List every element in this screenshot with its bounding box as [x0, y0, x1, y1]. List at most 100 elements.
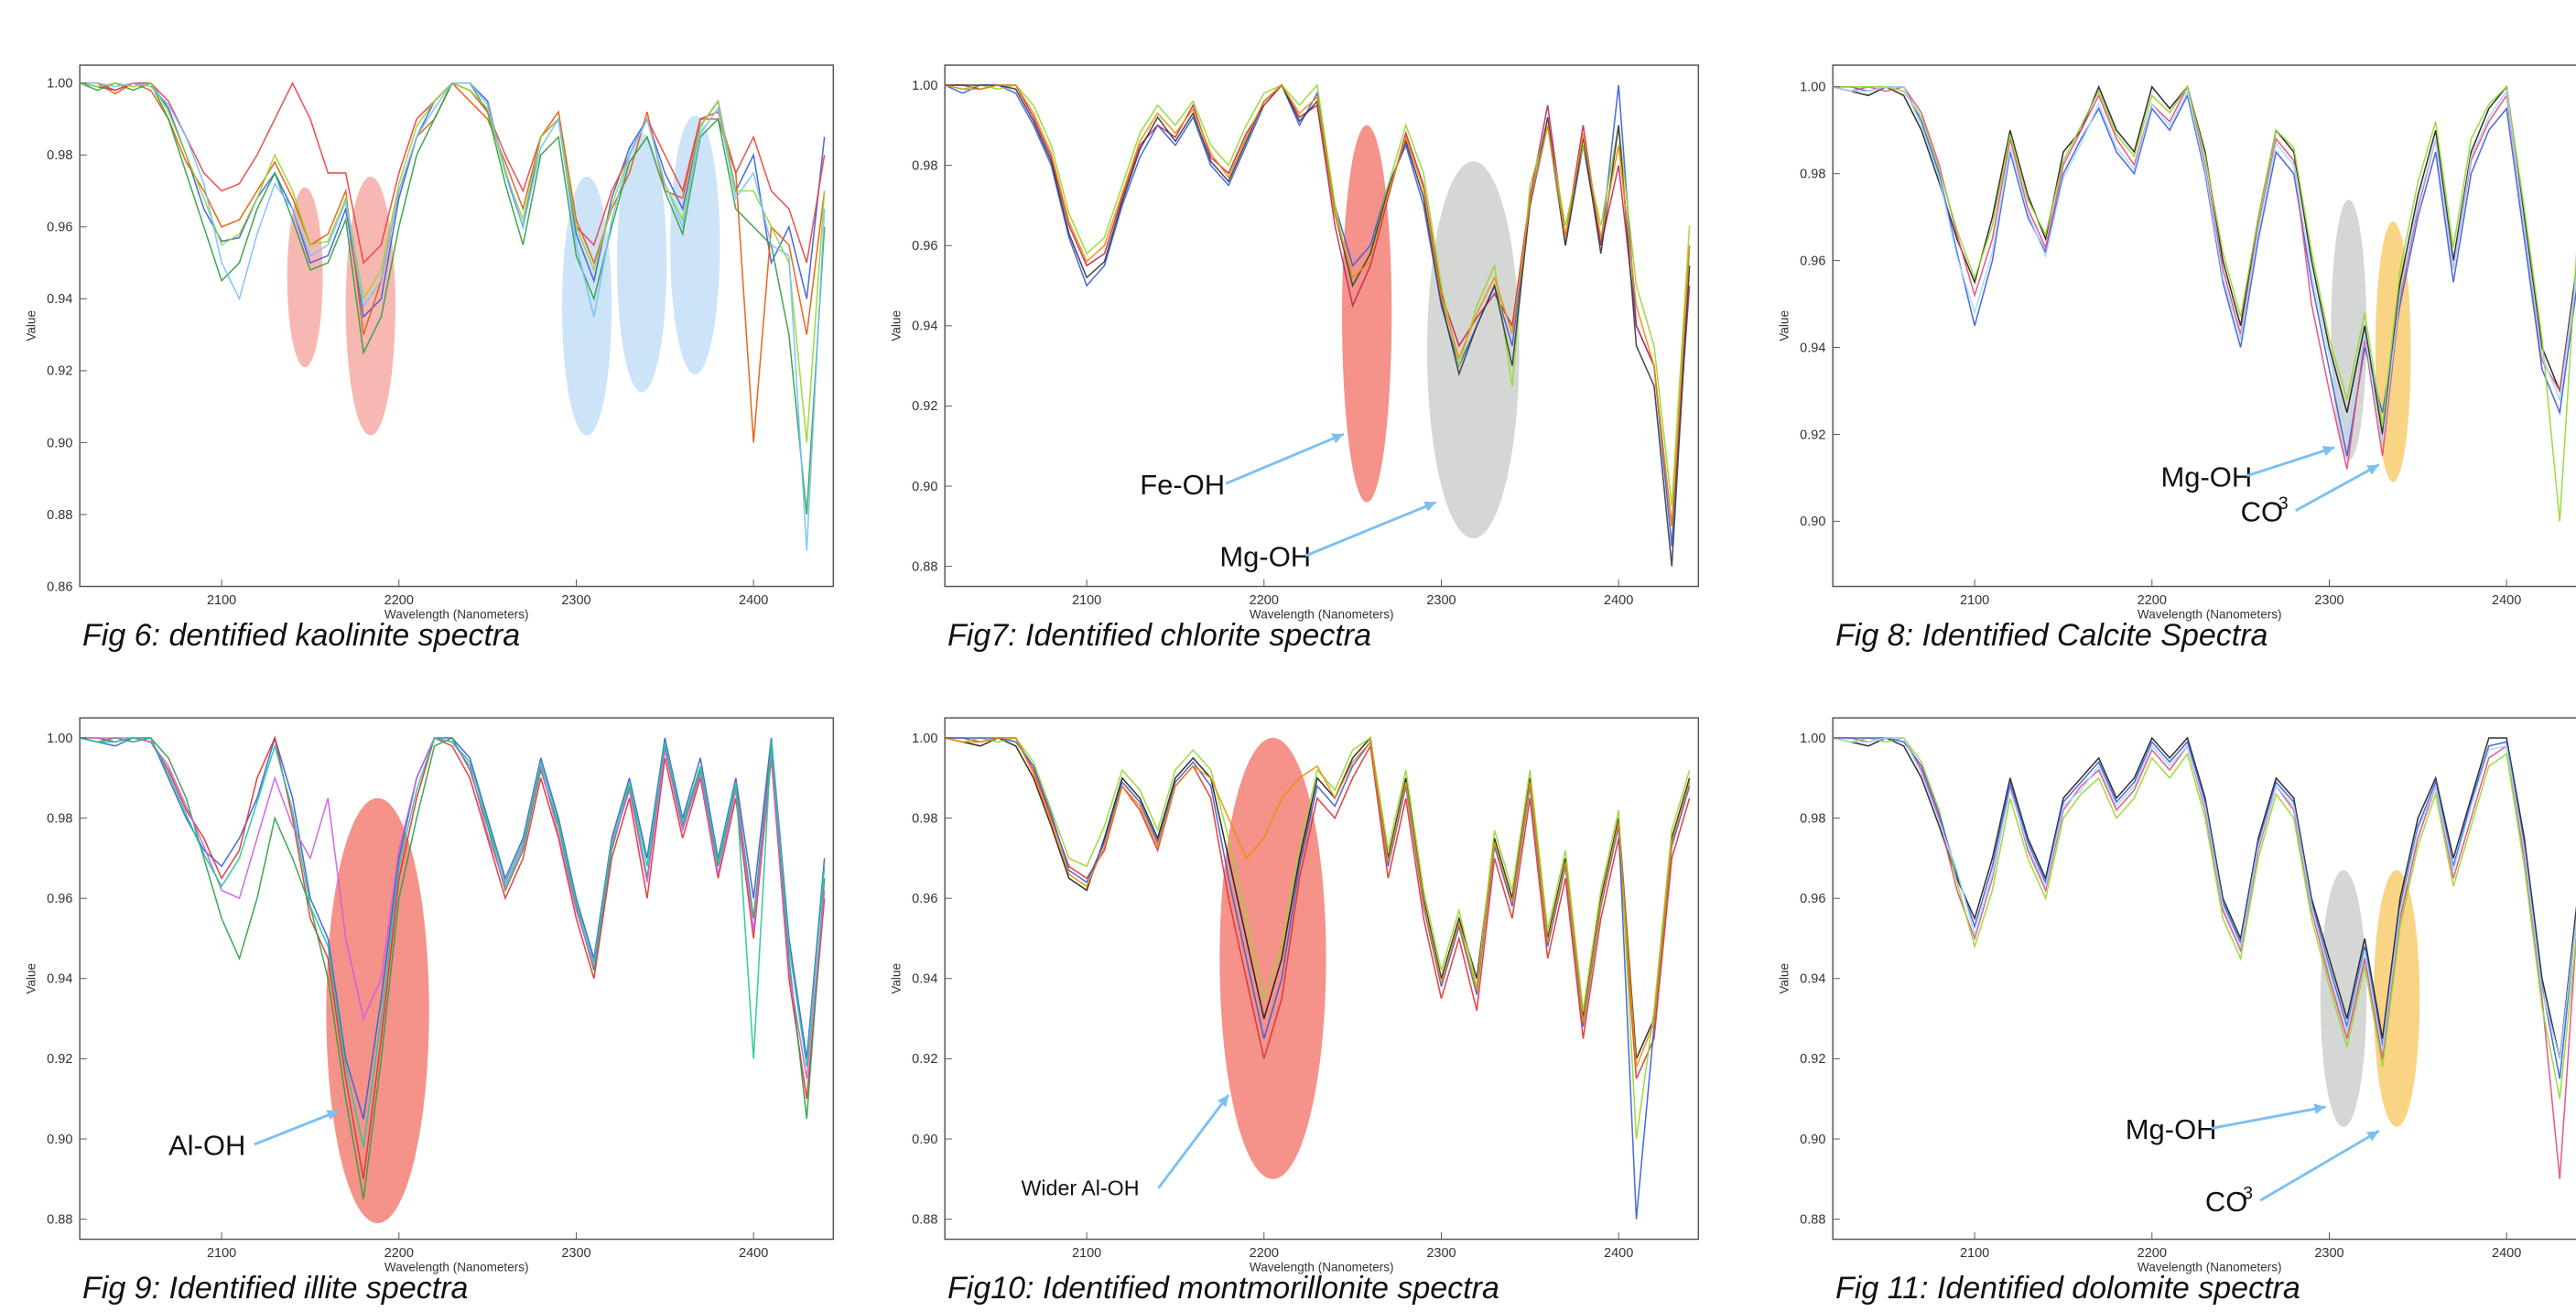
y-axis-label: Value	[890, 310, 904, 342]
y-tick-label: 0.96	[1800, 892, 1825, 906]
spectrum-line	[945, 737, 1691, 1079]
figure-caption: Fig 6: dentified kaolinite spectra	[82, 618, 521, 653]
annotation-arrowhead	[2366, 1131, 2379, 1142]
chart-panel: 2100 2200 2300 2400 0.88 0.90 0.92 0.94 0.96 0.98…	[1753, 671, 2576, 1312]
y-tick-label: 0.92	[47, 1052, 72, 1067]
figure-caption: Fig10: Identified montmorillonite spectr…	[947, 1271, 1499, 1306]
annotation-arrow	[254, 1110, 340, 1146]
annotation-arrowhead	[1331, 433, 1344, 444]
chart-panel: 2100 2200 2300 2400 0.86 0.88 0.90 0.92 0.94 0.96…	[0, 18, 842, 659]
x-axis-label: Wavelength (Nanometers)	[1250, 607, 1394, 621]
y-tick-label: 0.98	[47, 811, 72, 826]
figure-caption: Fig 8: Identified Calcite Spectra	[1835, 618, 2268, 653]
y-axis-label: Value	[25, 310, 38, 342]
y-tick-label: 1.00	[1800, 81, 1825, 95]
x-tick-label: 2400	[2492, 1246, 2521, 1261]
y-tick-label: 0.98	[912, 811, 937, 826]
y-tick-label: 0.94	[912, 972, 937, 987]
y-tick-label: 0.90	[47, 436, 72, 450]
y-tick-label: 1.00	[47, 77, 72, 92]
chart-panel: 2100 2200 2300 2400 0.88 0.90 0.92 0.94 0.96 0.98…	[865, 18, 1707, 659]
y-tick-label: 0.92	[1800, 428, 1825, 442]
annotation-arrowhead	[326, 1110, 339, 1121]
x-tick-label: 2200	[1250, 1246, 1279, 1261]
figure-caption: Fig 9: Identified illite spectra	[82, 1271, 469, 1306]
x-axis-label: Wavelength (Nanometers)	[384, 607, 529, 621]
y-tick-label: 0.96	[47, 221, 72, 235]
x-axis-label: Wavelength (Nanometers)	[1250, 1260, 1394, 1274]
absorption-highlight	[345, 176, 395, 436]
spectrum-line	[944, 736, 1691, 1059]
x-tick-label: 2100	[207, 593, 236, 608]
y-tick-label: 0.88	[912, 559, 937, 574]
y-tick-label: 0.98	[912, 158, 937, 173]
annotation-arrowhead	[1423, 501, 1436, 512]
chart-panel: 2100 2200 2300 2400 0.90 0.92 0.94 0.96 0.98 1.00…	[1753, 18, 2576, 659]
absorption-highlight	[617, 133, 667, 393]
spectrum-line	[80, 81, 826, 551]
x-tick-label: 2100	[207, 1246, 236, 1261]
x-axis-label: Wavelength (Nanometers)	[2138, 607, 2282, 621]
plot-area	[944, 64, 1700, 588]
y-tick-label: 0.90	[47, 1133, 72, 1147]
x-tick-label: 2200	[2138, 1246, 2167, 1261]
x-tick-label: 2100	[1960, 1246, 1989, 1261]
annotation-label: Mg-OH	[2160, 461, 2252, 493]
annotation-arrowhead	[2322, 445, 2335, 457]
absorption-highlight	[2373, 870, 2420, 1127]
y-tick-label: 0.96	[47, 892, 72, 906]
y-tick-label: 0.90	[912, 480, 937, 494]
spectrum-line	[944, 737, 1691, 1068]
annotation-label: Fe-OH	[1140, 469, 1225, 501]
absorption-highlight	[1426, 161, 1520, 538]
y-tick-label: 0.98	[1800, 168, 1825, 182]
y-tick-label: 0.92	[912, 399, 937, 414]
x-tick-label: 2100	[1960, 593, 1989, 608]
spectra-chart: 2100 2200 2300 2400 0.88 0.90 0.92 0.94 0.96 0.98…	[890, 717, 1700, 1274]
annotation-arrow	[2294, 463, 2380, 512]
spectrum-line	[944, 83, 1691, 506]
annotation-arrow	[1225, 432, 1345, 485]
y-tick-label: 0.90	[912, 1133, 937, 1147]
annotation-arrow	[2246, 446, 2335, 478]
annotation-arrow	[1304, 501, 1437, 558]
figure-caption: Fig7: Identified chlorite spectra	[947, 618, 1372, 653]
annotation-arrowhead	[1218, 1094, 1229, 1108]
annotation-label: CO	[2241, 495, 2283, 527]
spectra-chart: 2100 2200 2300 2400 0.88 0.90 0.92 0.94 0.96 0.98…	[1778, 717, 2576, 1274]
spectrum-line	[1833, 84, 2576, 522]
y-tick-label: 0.96	[1800, 254, 1825, 268]
x-tick-label: 2100	[1072, 593, 1101, 608]
y-tick-label: 0.98	[47, 148, 72, 163]
y-tick-label: 0.90	[1800, 1133, 1825, 1147]
x-tick-label: 2400	[1604, 1246, 1633, 1261]
y-tick-label: 1.00	[47, 732, 72, 746]
y-tick-label: 0.92	[47, 364, 72, 379]
x-tick-label: 2100	[1072, 1246, 1101, 1261]
y-tick-label: 0.88	[47, 508, 72, 523]
y-tick-label: 1.00	[912, 79, 937, 93]
y-tick-label: 0.96	[912, 239, 937, 254]
y-tick-label: 0.98	[1800, 811, 1825, 826]
absorption-highlight	[2320, 870, 2367, 1127]
x-tick-label: 2200	[384, 593, 414, 608]
x-tick-label: 2300	[561, 593, 590, 608]
spectrum-line	[79, 737, 826, 1147]
x-tick-label: 2400	[739, 1246, 768, 1261]
absorption-highlight	[670, 115, 720, 374]
spectrum-line	[1832, 736, 2576, 1059]
absorption-highlight	[287, 187, 323, 367]
x-tick-label: 2400	[739, 593, 768, 608]
annotation-arrow	[2211, 1105, 2326, 1130]
x-tick-label: 2400	[2492, 593, 2521, 608]
annotation-label: CO	[2205, 1186, 2247, 1218]
x-tick-label: 2200	[1250, 593, 1279, 608]
y-tick-label: 0.96	[912, 892, 937, 906]
x-tick-label: 2300	[2314, 593, 2343, 608]
spectrum-line	[1833, 737, 2576, 1079]
x-axis-label: Wavelength (Nanometers)	[384, 1260, 529, 1274]
annotation-label: Wider Al-OH	[1021, 1176, 1139, 1199]
y-tick-label: 0.92	[912, 1052, 937, 1067]
y-tick-label: 1.00	[912, 732, 937, 746]
